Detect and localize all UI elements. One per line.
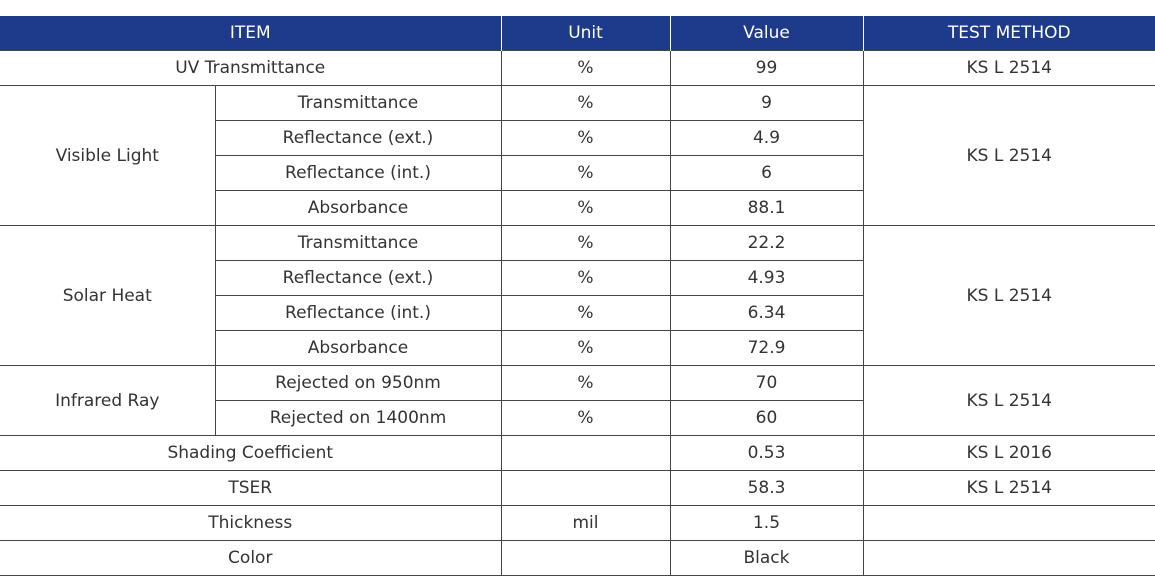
value-cell: 22.2 — [669, 225, 864, 261]
table-row-thickness: Thickness mil 1.5 — [0, 505, 1155, 541]
sub-item-label: Absorbance — [215, 190, 502, 226]
item-label: TSER — [0, 470, 502, 506]
unit-cell: % — [500, 365, 671, 401]
table-row-tser: TSER 58.3 KS L 2514 — [0, 470, 1155, 506]
sub-item-label: Transmittance — [214, 85, 502, 121]
sub-item-label: Reflectance (int.) — [215, 155, 502, 191]
header-item: ITEM — [0, 16, 501, 51]
test-method-cell — [862, 540, 1155, 576]
test-method-cell: KS L 2514 — [862, 470, 1155, 506]
header-unit: Unit — [500, 16, 670, 51]
unit-cell: % — [500, 190, 671, 226]
value-cell: 70 — [669, 365, 864, 401]
sub-item-label: Transmittance — [214, 225, 502, 261]
unit-cell: % — [500, 120, 671, 156]
unit-cell: % — [500, 225, 671, 261]
value-cell: 6 — [669, 155, 863, 191]
group-label-solar-heat: Solar Heat — [0, 225, 216, 366]
value-cell: 4.93 — [669, 260, 863, 296]
item-label: Shading Coefficient — [0, 435, 502, 471]
table-row-visible-absorbance: Absorbance % 88.1 — [0, 190, 1155, 226]
table-row-solar-absorbance: Absorbance % 72.9 — [0, 330, 1155, 366]
value-cell: 0.53 — [669, 435, 864, 471]
value-cell: 72.9 — [669, 330, 863, 366]
unit-cell: % — [500, 295, 671, 331]
sub-item-label: Reflectance (int.) — [215, 295, 502, 331]
test-method-cell: KS L 2514 — [862, 365, 1155, 436]
test-method-cell: KS L 2514 — [862, 225, 1155, 366]
item-label: UV Transmittance — [0, 50, 502, 86]
unit-cell: % — [500, 330, 671, 366]
sub-item-label: Absorbance — [215, 330, 502, 366]
item-label: Color — [0, 540, 502, 576]
test-method-cell: KS L 2514 — [862, 50, 1155, 86]
table-row-color: Color Black — [0, 540, 1155, 576]
test-method-cell: KS L 2514 — [862, 85, 1155, 226]
value-cell: 60 — [669, 400, 863, 436]
table-row-visible-transmittance: Visible Light Transmittance % 9 KS L 251… — [0, 85, 1155, 226]
value-cell: 9 — [669, 85, 864, 121]
test-method-cell — [862, 505, 1155, 541]
spec-table: ITEM Unit Value TEST METHOD UV Transmitt… — [0, 16, 1155, 576]
unit-cell: mil — [500, 505, 671, 541]
value-cell: 88.1 — [669, 190, 863, 226]
sub-item-label: Rejected on 950nm — [214, 365, 502, 401]
item-label: Thickness — [0, 505, 502, 541]
table-row-uv-transmittance: UV Transmittance % 99 KS L 2514 — [0, 50, 1155, 86]
table-row-solar-reflectance-int: Reflectance (int.) % 6.34 — [0, 295, 1155, 331]
group-label-infrared-ray: Infrared Ray — [0, 365, 216, 436]
table-row-solar-reflectance-ext: Reflectance (ext.) % 4.93 — [0, 260, 1155, 296]
group-label-visible-light: Visible Light — [0, 85, 216, 226]
value-cell: 1.5 — [669, 505, 864, 541]
header-value: Value — [669, 16, 863, 51]
unit-cell — [500, 435, 671, 471]
table-row-solar-transmittance: Solar Heat Transmittance % 22.2 KS L 251… — [0, 225, 1155, 366]
value-cell: 58.3 — [669, 470, 864, 506]
unit-cell — [500, 470, 671, 506]
sub-item-label: Reflectance (ext.) — [215, 120, 502, 156]
unit-cell — [500, 540, 671, 576]
test-method-cell: KS L 2016 — [862, 435, 1155, 471]
value-cell: 6.34 — [669, 295, 863, 331]
table-row-shading-coefficient: Shading Coefficient 0.53 KS L 2016 — [0, 435, 1155, 471]
header-row: ITEM Unit Value TEST METHOD — [0, 16, 1155, 51]
sub-item-label: Reflectance (ext.) — [215, 260, 502, 296]
value-cell: 4.9 — [669, 120, 863, 156]
unit-cell: % — [500, 85, 671, 121]
table-row-infrared-950: Infrared Ray Rejected on 950nm % 70 KS L… — [0, 365, 1155, 436]
unit-cell: % — [500, 260, 671, 296]
unit-cell: % — [500, 155, 671, 191]
value-cell: Black — [669, 540, 864, 576]
value-cell: 99 — [669, 50, 864, 86]
header-test-method: TEST METHOD — [862, 16, 1155, 51]
unit-cell: % — [500, 50, 671, 86]
sub-item-label: Rejected on 1400nm — [215, 400, 502, 436]
unit-cell: % — [500, 400, 671, 436]
